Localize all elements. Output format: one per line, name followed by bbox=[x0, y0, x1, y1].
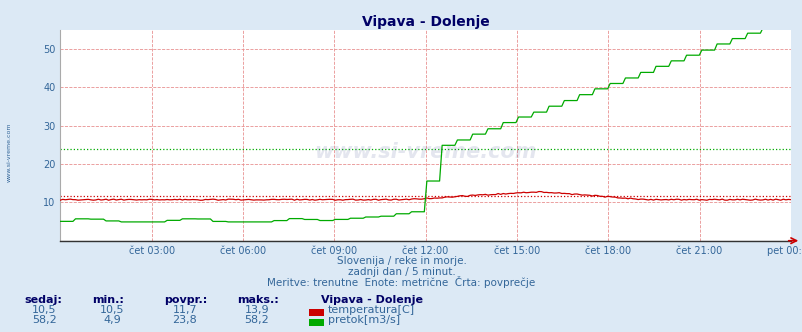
Text: www.si-vreme.com: www.si-vreme.com bbox=[314, 142, 537, 162]
Text: 58,2: 58,2 bbox=[32, 315, 56, 325]
Text: temperatura[C]: temperatura[C] bbox=[327, 305, 414, 315]
Text: pretok[m3/s]: pretok[m3/s] bbox=[327, 315, 399, 325]
Text: 13,9: 13,9 bbox=[245, 305, 269, 315]
Text: 58,2: 58,2 bbox=[245, 315, 269, 325]
Text: Slovenija / reke in morje.: Slovenija / reke in morje. bbox=[336, 256, 466, 266]
Text: povpr.:: povpr.: bbox=[164, 295, 208, 305]
Text: maks.:: maks.: bbox=[237, 295, 278, 305]
Title: Vipava - Dolenje: Vipava - Dolenje bbox=[361, 15, 489, 29]
Text: 10,5: 10,5 bbox=[32, 305, 56, 315]
Text: 11,7: 11,7 bbox=[172, 305, 196, 315]
Text: 10,5: 10,5 bbox=[100, 305, 124, 315]
Text: zadnji dan / 5 minut.: zadnji dan / 5 minut. bbox=[347, 267, 455, 277]
Text: min.:: min.: bbox=[92, 295, 124, 305]
Text: 4,9: 4,9 bbox=[103, 315, 121, 325]
Text: sedaj:: sedaj: bbox=[24, 295, 62, 305]
Text: Vipava - Dolenje: Vipava - Dolenje bbox=[321, 295, 423, 305]
Text: 23,8: 23,8 bbox=[172, 315, 196, 325]
Text: www.si-vreme.com: www.si-vreme.com bbox=[7, 123, 12, 183]
Text: Meritve: trenutne  Enote: metrične  Črta: povprečje: Meritve: trenutne Enote: metrične Črta: … bbox=[267, 276, 535, 288]
